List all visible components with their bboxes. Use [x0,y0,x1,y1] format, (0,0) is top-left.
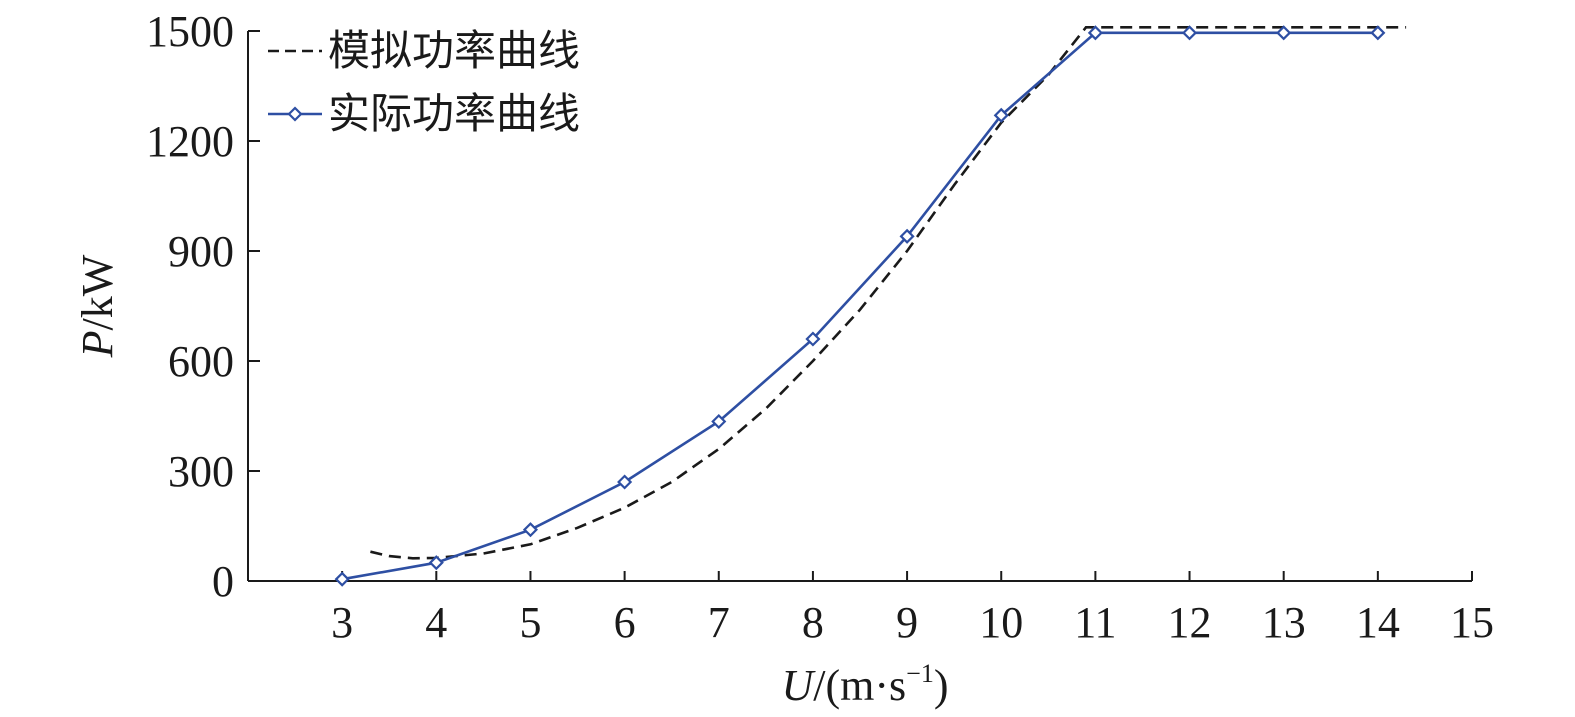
x-axis-title: U/(m·s−1) [782,659,949,710]
x-tick-label: 5 [519,598,541,647]
actual-power-point [1276,25,1292,41]
actual-power-point [428,555,444,571]
x-tick-label: 8 [802,598,824,647]
y-axis-variable: P [73,330,122,358]
x-tick-label: 9 [896,598,918,647]
x-axis-unit-suffix: ) [934,661,949,710]
y-tick-label: 1500 [146,7,234,56]
x-axis-variable: U [782,661,817,710]
actual-power-point [993,107,1009,123]
y-tick-label: 900 [168,227,234,276]
y-axis-title: P/kW [73,254,122,358]
x-axis-ticks: 3 4 5 6 7 8 9 10 11 12 13 14 15 [331,571,1494,647]
actual-power-curve-line [341,31,1378,581]
actual-power-point [334,571,350,587]
x-tick-label: 15 [1450,598,1494,647]
actual-power-point [617,474,633,490]
actual-power-point [1087,25,1103,41]
actual-power-point [522,522,539,538]
x-tick-label: 3 [331,598,353,647]
actual-power-point [711,413,727,430]
x-tick-label: 12 [1168,598,1212,647]
x-axis-unit-exponent: −1 [906,659,934,688]
y-tick-label: 0 [212,557,234,606]
x-tick-label: 4 [425,598,447,647]
actual-power-point [1181,25,1198,41]
y-axis-ticks: 0 300 600 900 1200 1500 [146,7,260,606]
x-tick-label: 6 [614,598,636,647]
x-tick-label: 13 [1262,598,1306,647]
legend-actual-label: 实际功率曲线 [328,89,580,138]
x-tick-label: 10 [979,598,1023,647]
x-axis-unit-prefix: /(m·s [813,661,906,710]
x-tick-label: 7 [708,598,730,647]
y-tick-label: 600 [168,337,234,386]
legend-simulated-label: 模拟功率曲线 [328,26,580,75]
actual-power-point [899,228,915,244]
axes [247,31,1472,582]
x-tick-label: 14 [1356,598,1400,647]
y-axis-unit: /kW [73,254,122,330]
actual-power-point [805,331,821,347]
simulated-power-curve-line [370,25,1407,560]
series-layer [334,25,1407,587]
y-tick-label: 300 [168,447,234,496]
x-tick-label: 11 [1074,598,1116,647]
actual-power-point [1370,25,1386,41]
legend-actual-marker [287,106,303,122]
y-tick-label: 1200 [146,117,234,166]
